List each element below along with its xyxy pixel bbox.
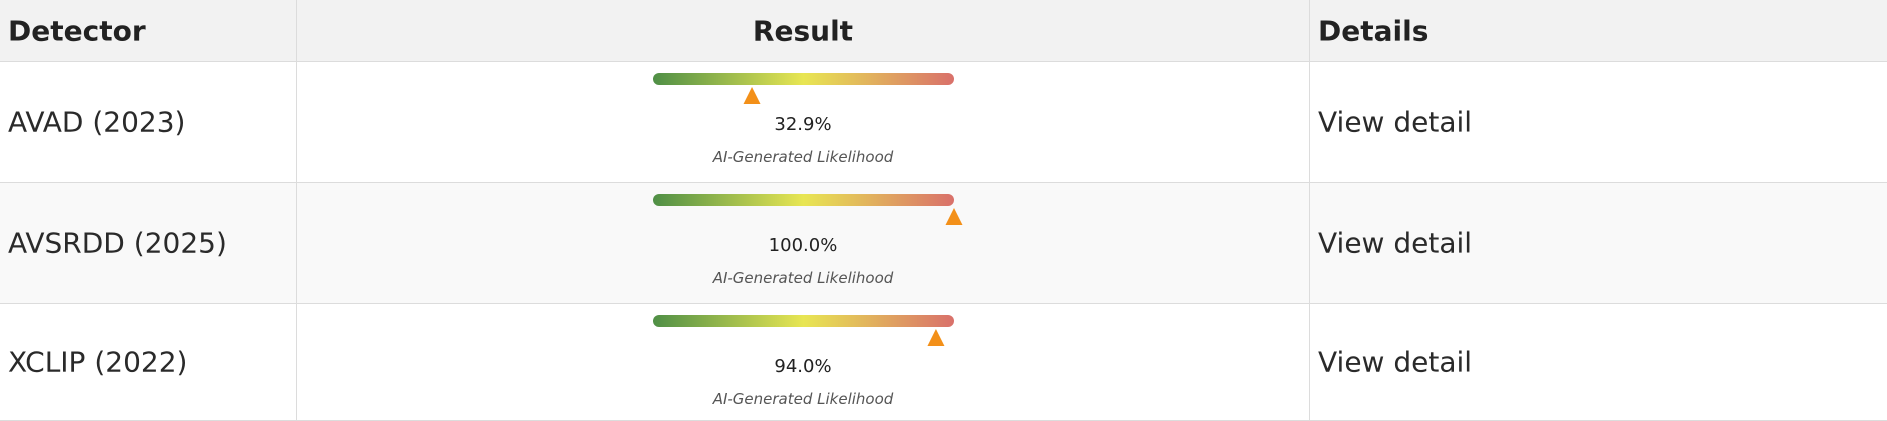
header-label: Result — [752, 14, 854, 47]
view-detail-link[interactable]: View detail — [1318, 105, 1473, 139]
header-row: Detector Result Details — [0, 0, 1887, 62]
likelihood-value: 100.0% — [768, 235, 838, 256]
gauge-marker — [945, 208, 963, 225]
gauge-bar — [653, 73, 954, 85]
detector-name: AVSRDD (2025) — [8, 226, 227, 260]
likelihood-caption: AI-Generated Likelihood — [712, 269, 894, 287]
likelihood-gauge — [653, 315, 954, 346]
header-cell: Result — [297, 0, 1310, 61]
gauge-marker — [927, 329, 945, 346]
likelihood-caption: AI-Generated Likelihood — [712, 148, 894, 166]
likelihood-gauge — [653, 194, 963, 225]
result-cell: 94.0% AI-Generated Likelihood — [297, 304, 1310, 420]
gauge-marker — [743, 87, 761, 104]
header-cell: Details — [1310, 0, 1887, 61]
details-cell: View detail — [1310, 62, 1887, 182]
result-cell: 32.9% AI-Generated Likelihood — [297, 62, 1310, 182]
header-label: Details — [1318, 14, 1429, 47]
table-row: AVAD (2023) 32.9% AI-Generated Likelihood V… — [0, 62, 1887, 183]
details-cell: View detail — [1310, 183, 1887, 303]
detector-cell: XCLIP (2022) — [0, 304, 297, 420]
view-detail-link[interactable]: View detail — [1318, 345, 1473, 379]
view-detail-link[interactable]: View detail — [1318, 226, 1473, 260]
gauge-bar — [653, 194, 954, 206]
table-row: XCLIP (2022) 94.0% AI-Generated Likelihood… — [0, 304, 1887, 421]
detector-name: XCLIP (2022) — [8, 345, 188, 379]
detector-cell: AVSRDD (2025) — [0, 183, 297, 303]
header-label: Detector — [8, 14, 146, 47]
likelihood-value: 94.0% — [774, 356, 832, 377]
likelihood-value: 32.9% — [774, 114, 832, 135]
likelihood-caption: AI-Generated Likelihood — [712, 390, 894, 408]
table-row: AVSRDD (2025) 100.0% AI-Generated Likeliho… — [0, 183, 1887, 304]
details-cell: View detail — [1310, 304, 1887, 420]
gauge-bar — [653, 315, 954, 327]
likelihood-gauge — [653, 73, 954, 104]
header-cell: Detector — [0, 0, 297, 61]
detector-name: AVAD (2023) — [8, 105, 186, 139]
detector-cell: AVAD (2023) — [0, 62, 297, 182]
result-cell: 100.0% AI-Generated Likelihood — [297, 183, 1310, 303]
